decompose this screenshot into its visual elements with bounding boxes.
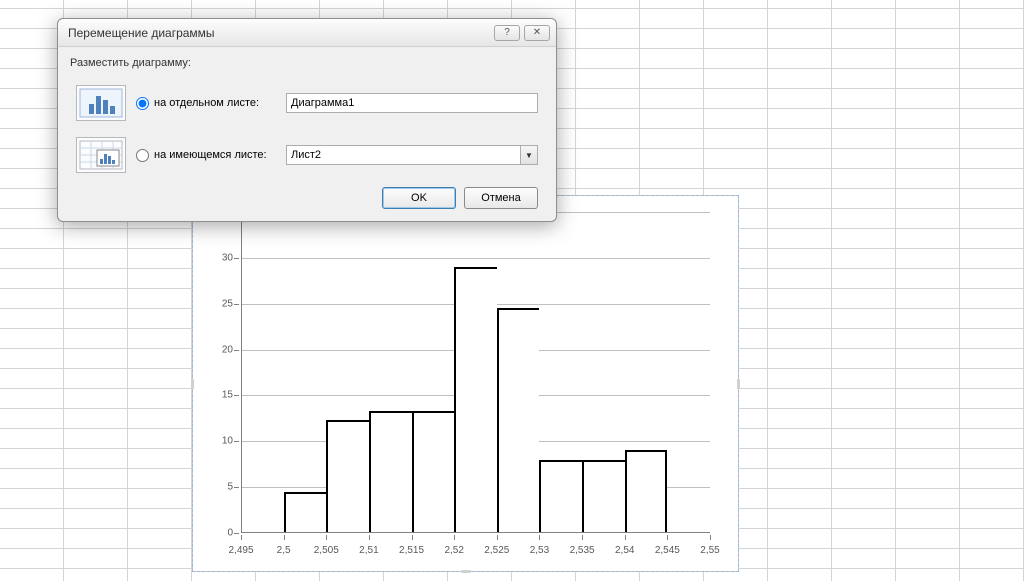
y-tick-label: 10 [222, 436, 233, 447]
x-tick-label: 2,54 [615, 545, 634, 556]
chevron-down-icon: ▼ [525, 151, 533, 160]
x-tick-label: 2,525 [484, 545, 509, 556]
option-existing-sheet-text: на имеющемся листе: [154, 149, 267, 161]
help-icon: ? [504, 27, 510, 38]
resize-handle-left[interactable] [191, 379, 194, 389]
x-axis-ticks: 2,4952,52,5052,512,5152,522,5252,532,535… [241, 535, 710, 563]
dialog-body: Разместить диаграмму: на отдельном листе… [58, 47, 556, 221]
close-icon: ✕ [533, 27, 541, 38]
y-tick-label: 30 [222, 252, 233, 263]
combo-dropdown-button[interactable]: ▼ [520, 145, 538, 165]
option-new-sheet-row: на отдельном листе: [70, 77, 544, 129]
chart-object[interactable]: 05101520253035 2,4952,52,5052,512,5152,5… [192, 195, 739, 572]
dialog-title: Перемещение диаграммы [68, 26, 494, 40]
close-button[interactable]: ✕ [524, 25, 550, 41]
group-label: Разместить диаграмму: [70, 57, 544, 69]
option-new-sheet-text: на отдельном листе: [154, 97, 259, 109]
x-tick-label: 2,545 [655, 545, 680, 556]
y-tick-label: 5 [227, 482, 233, 493]
option-existing-sheet-label[interactable]: на имеющемся листе: [136, 149, 276, 162]
chart-inner: 05101520253035 2,4952,52,5052,512,5152,5… [201, 204, 730, 563]
plot-area [241, 212, 710, 533]
bar [497, 308, 540, 533]
y-tick-label: 20 [222, 344, 233, 355]
resize-handle-right[interactable] [737, 379, 740, 389]
bar [454, 267, 497, 533]
option-existing-sheet-radio[interactable] [136, 149, 149, 162]
move-chart-dialog: Перемещение диаграммы ? ✕ Разместить диа… [57, 18, 557, 222]
x-tick-label: 2,515 [399, 545, 424, 556]
bar [625, 450, 668, 533]
x-tick-label: 2,505 [314, 545, 339, 556]
bar [326, 420, 369, 533]
y-tick-label: 25 [222, 298, 233, 309]
cancel-button[interactable]: Отмена [464, 187, 538, 209]
bar [284, 492, 327, 533]
y-tick-label: 15 [222, 390, 233, 401]
bar [582, 460, 625, 533]
dialog-button-row: OK Отмена [70, 181, 544, 209]
new-sheet-name-input[interactable] [286, 93, 538, 113]
existing-sheet-input[interactable] [286, 145, 520, 165]
option-new-sheet-radio[interactable] [136, 97, 149, 110]
x-tick-label: 2,535 [570, 545, 595, 556]
x-tick-label: 2,51 [359, 545, 378, 556]
resize-handle-bottom[interactable] [461, 570, 471, 573]
bar [369, 411, 412, 533]
new-sheet-icon [76, 85, 126, 121]
bar [412, 411, 455, 533]
x-tick-label: 2,52 [444, 545, 463, 556]
x-tick-label: 2,53 [530, 545, 549, 556]
help-button[interactable]: ? [494, 25, 520, 41]
bars [241, 212, 710, 533]
x-axis [241, 532, 710, 533]
ok-button[interactable]: OK [382, 187, 456, 209]
dialog-titlebar[interactable]: Перемещение диаграммы ? ✕ [58, 19, 556, 47]
x-tick-label: 2,5 [277, 545, 291, 556]
option-new-sheet-label[interactable]: на отдельном листе: [136, 97, 276, 110]
existing-sheet-combo[interactable]: ▼ [286, 145, 538, 165]
x-tick-label: 2,55 [700, 545, 719, 556]
option-existing-sheet-row: на имеющемся листе: ▼ [70, 129, 544, 181]
bar [539, 460, 582, 533]
x-tick-label: 2,495 [228, 545, 253, 556]
existing-sheet-icon [76, 137, 126, 173]
y-tick-label: 0 [227, 528, 233, 539]
y-axis [241, 212, 242, 533]
y-axis-ticks: 05101520253035 [201, 212, 239, 533]
